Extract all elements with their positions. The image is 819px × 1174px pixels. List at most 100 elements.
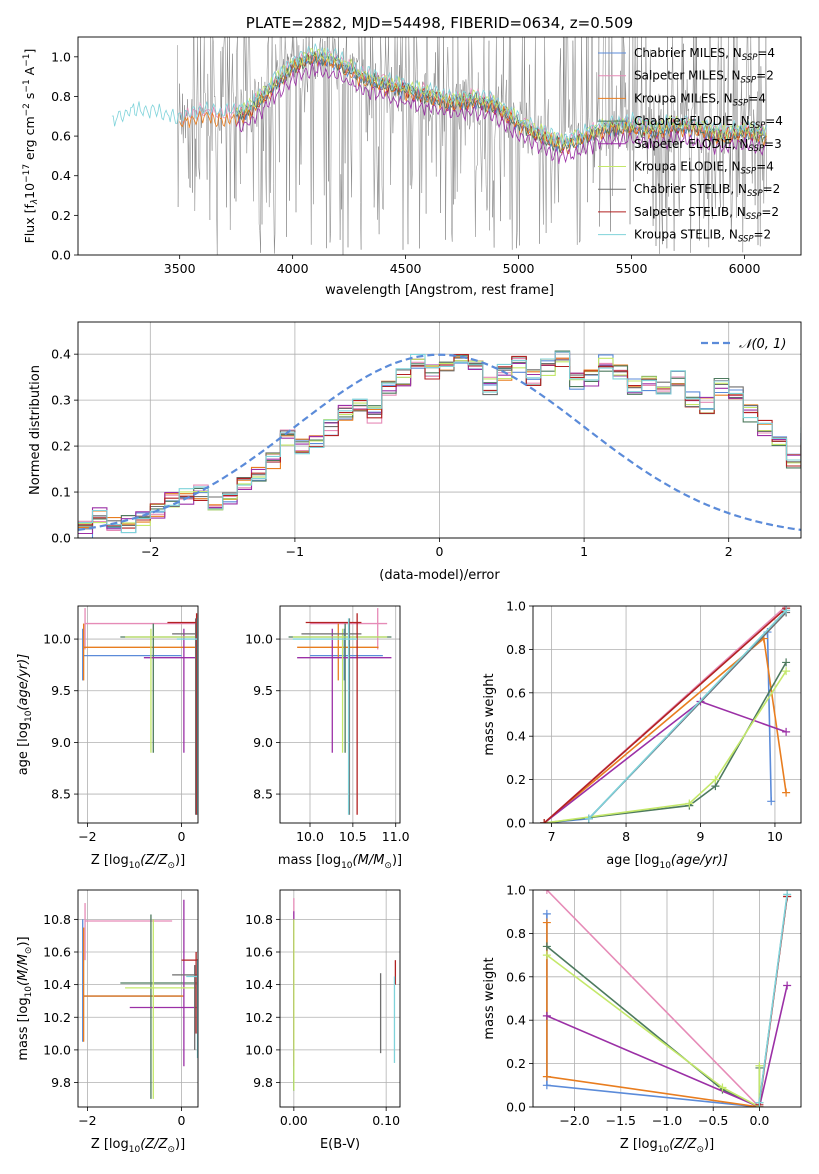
x-tick-label: 6000 bbox=[729, 261, 761, 276]
y-tick-label: 1.0 bbox=[506, 599, 526, 614]
label-part: Salpeter ELODIE, N bbox=[634, 137, 748, 151]
weight-marker-4 bbox=[542, 942, 551, 951]
x-tick-label: 0 bbox=[436, 544, 444, 559]
y-tick-label: 0.2 bbox=[506, 772, 526, 787]
label-part: λ bbox=[30, 199, 40, 205]
weight-marker-6 bbox=[718, 1083, 727, 1092]
label-part: A bbox=[22, 66, 37, 79]
y-tick-label: 0.4 bbox=[51, 347, 71, 362]
weight-marker-6 bbox=[542, 951, 551, 960]
y-tick-label: 1.0 bbox=[506, 883, 526, 898]
label-part: )] bbox=[175, 853, 185, 868]
x-axis-label: age [log10(age/yr)] bbox=[606, 853, 728, 871]
residual-histogram-panel: −2 −1 0 1 2 0.0 0.1 0.2 0.3 0.4 𝒩(0, 1) (data-model… bbox=[28, 321, 802, 583]
histogram-step-7 bbox=[78, 357, 801, 530]
y-tick-label: 10.4 bbox=[245, 977, 273, 992]
y-tick-label: 0.6 bbox=[51, 129, 71, 144]
x-tick-label: 10 bbox=[767, 829, 783, 844]
label-part: (age/yr)] bbox=[16, 654, 31, 711]
label-part: )] bbox=[704, 1137, 714, 1152]
weight-marker-3 bbox=[542, 1072, 551, 1081]
age-vs-metallicity-panel: −2 08.59.09.510.0Z [log10(Z/Z⊙)]age [log1… bbox=[16, 605, 199, 871]
y-tick-label: 10.0 bbox=[43, 632, 71, 647]
x-tick-label: 8 bbox=[622, 829, 630, 844]
label-part: erg cm bbox=[22, 116, 37, 164]
y-tick-label: 10.6 bbox=[43, 945, 71, 960]
legend-entry-9: Kroupa STELIB, NSSP=2 bbox=[634, 228, 771, 245]
label-part: =4 bbox=[757, 46, 775, 60]
axes-frame bbox=[77, 605, 199, 824]
weight-line-3 bbox=[546, 922, 760, 1107]
label-part: Salpeter MILES, N bbox=[634, 69, 741, 83]
legend-entry-2: Salpeter MILES, NSSP=2 bbox=[634, 69, 774, 86]
label-part: ] bbox=[22, 49, 37, 54]
model-spectrum-line-9 bbox=[111, 43, 768, 146]
weight-marker-1 bbox=[767, 797, 776, 806]
y-tick-label: 10.0 bbox=[245, 632, 273, 647]
y-tick-label: 0.0 bbox=[506, 1100, 526, 1115]
x-tick-label: 0 bbox=[178, 1113, 186, 1128]
x-tick-label: 0.0 bbox=[749, 1113, 769, 1128]
label-part: Z [log bbox=[91, 1137, 129, 1152]
x-tick-label: 11.0 bbox=[382, 829, 410, 844]
mass-vs-metallicity-panel: −2 09.810.010.210.410.610.8Z [log10(Z/Z⊙)… bbox=[16, 889, 199, 1155]
weight-marker-6 bbox=[711, 775, 720, 784]
legend-entry-4: Chabrier ELODIE, NSSP=4 bbox=[634, 114, 783, 131]
label-part: age [log bbox=[606, 853, 659, 868]
age-vs-mass-panel: 10.0 10.5 11.0 8.5 9.0 9.5 10.0 mass [log10(M/M… bbox=[245, 605, 410, 871]
label-part: )] bbox=[392, 853, 402, 868]
y-tick-label: 0.0 bbox=[51, 248, 71, 263]
label-part: 10 bbox=[129, 861, 141, 871]
plot-area bbox=[78, 350, 801, 538]
y-tick-label: 0.8 bbox=[51, 89, 71, 104]
x-tick-label: 1 bbox=[580, 544, 588, 559]
y-tick-label: 8.5 bbox=[253, 787, 273, 802]
x-tick-label: 3500 bbox=[164, 261, 196, 276]
x-tick-label: 9 bbox=[697, 829, 705, 844]
x-tick-label: 7 bbox=[548, 829, 556, 844]
y-axis-label: Normed distribution bbox=[28, 365, 43, 495]
label-part: Z [log bbox=[620, 1137, 658, 1152]
label-part: (M/M bbox=[16, 954, 31, 986]
label-part: )] bbox=[16, 936, 31, 946]
weight-marker-8 bbox=[540, 819, 549, 823]
weight-line-1 bbox=[546, 913, 760, 1107]
x-tick-label: −2.0 bbox=[559, 1113, 589, 1128]
y-tick-label: 0.2 bbox=[51, 208, 71, 223]
x-tick-label: 0.00 bbox=[280, 1113, 308, 1128]
axes-frame bbox=[77, 321, 802, 539]
y-tick-label: 0.1 bbox=[51, 485, 71, 500]
weight-marker-6 bbox=[782, 667, 791, 676]
label-part: =4 bbox=[765, 114, 783, 128]
x-tick-label: 5500 bbox=[616, 261, 648, 276]
x-tick-label: −2 bbox=[78, 829, 96, 844]
spectrum-title: PLATE=2882, MJD=54498, FIBERID=0634, z=0… bbox=[246, 14, 633, 32]
axes-frame bbox=[77, 889, 199, 1108]
y-tick-label: 9.0 bbox=[253, 735, 273, 750]
y-tick-label: 10.0 bbox=[43, 1042, 71, 1057]
x-axis-label: (data-model)/error bbox=[379, 568, 500, 583]
y-tick-label: 10.8 bbox=[43, 912, 71, 927]
plot-area bbox=[288, 608, 392, 815]
x-tick-label: −1 bbox=[286, 544, 304, 559]
weight-marker-4 bbox=[782, 658, 791, 667]
weight-marker-9 bbox=[783, 890, 792, 899]
plot-area bbox=[111, 37, 768, 255]
y-tick-label: 9.5 bbox=[253, 683, 273, 698]
weight-line-4 bbox=[544, 662, 787, 823]
label-part: Kroupa MILES, N bbox=[634, 91, 733, 105]
weight-line-5 bbox=[546, 985, 788, 1107]
y-tick-label: 0.6 bbox=[506, 969, 526, 984]
model-spectrum-line-5 bbox=[235, 61, 767, 165]
plot-area bbox=[540, 606, 791, 823]
label-part: s bbox=[22, 93, 37, 104]
weight-line-2 bbox=[546, 890, 760, 1107]
y-tick-label: 9.5 bbox=[51, 683, 71, 698]
weight-marker-2 bbox=[542, 890, 551, 894]
label-part: age [log bbox=[16, 722, 31, 775]
x-axis-label: wavelength [Angstrom, rest frame] bbox=[325, 283, 554, 298]
x-tick-label: 10.0 bbox=[296, 829, 324, 844]
legend-entry-7: Chabrier STELIB, NSSP=2 bbox=[634, 182, 780, 199]
x-axis-label: mass [log10(M/M⊙)] bbox=[278, 853, 402, 871]
